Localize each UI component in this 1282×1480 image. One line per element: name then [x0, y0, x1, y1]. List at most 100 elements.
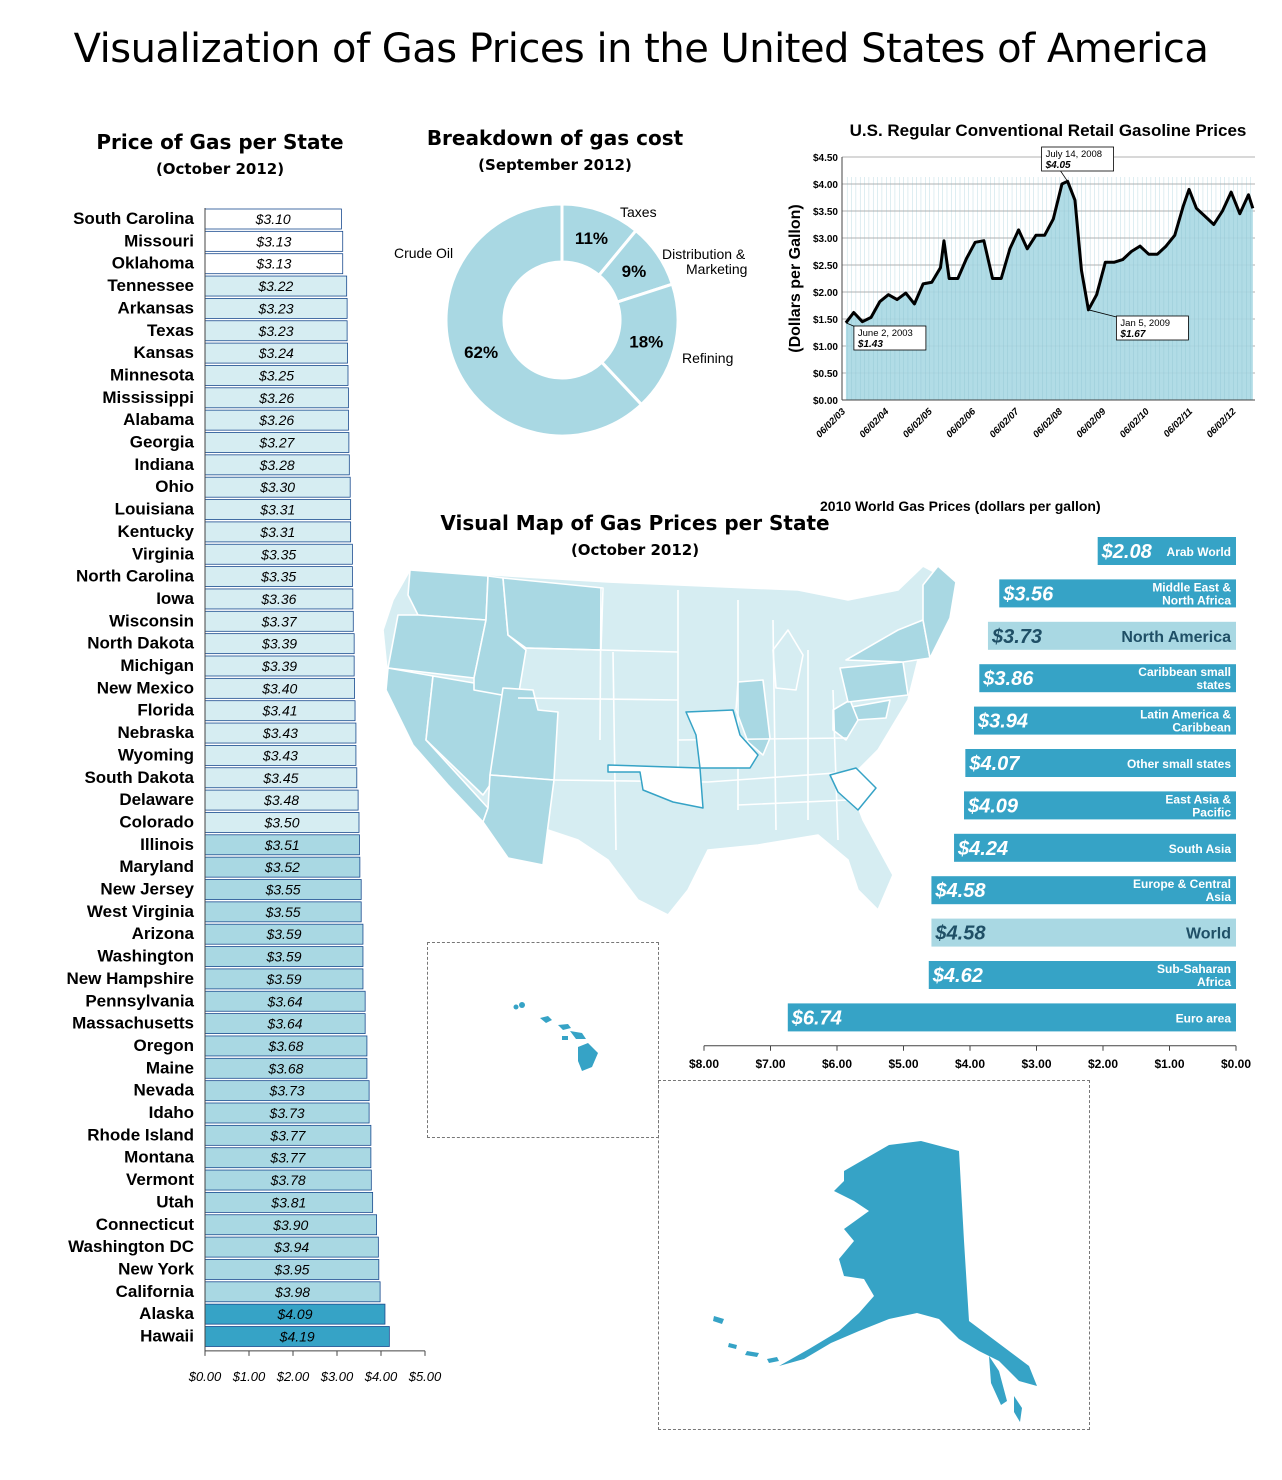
pennsylvania-state	[839, 661, 909, 703]
state-bar-value: $3.37	[261, 613, 298, 629]
state-label: Iowa	[156, 589, 194, 608]
pie-slice-label: 9%	[622, 262, 647, 281]
line-chart-x-tick-label: 06/02/09	[1074, 406, 1108, 440]
world-bar-value: $3.73	[991, 626, 1042, 648]
pie-legend-marketing: Marketing	[686, 261, 747, 277]
world-bar-label: South Asia	[1169, 842, 1232, 856]
pie-slice-label: 62%	[464, 343, 498, 362]
world-x-tick-label: $5.00	[888, 1057, 918, 1070]
line-chart-x-tick-label: 06/02/11	[1162, 406, 1195, 439]
world-bar-label: Euro area	[1176, 1011, 1232, 1025]
state-bar-value: $3.81	[270, 1194, 306, 1210]
state-label: Connecticut	[96, 1215, 195, 1234]
state-bar-value: $3.50	[263, 814, 299, 830]
state-bar-value: $3.41	[261, 703, 297, 719]
state-bar-value: $3.23	[258, 300, 294, 316]
annotation-box	[853, 325, 927, 351]
line-chart-y-tick-label: $1.50	[813, 315, 838, 326]
world-bar	[999, 579, 1236, 608]
pie-legend-taxes: Taxes	[620, 204, 657, 220]
state-bar-value: $3.78	[270, 1172, 306, 1188]
retail-price-chart: U.S. Regular Conventional Retail Gasolin…	[787, 121, 1255, 440]
line-chart-x-tick-label: 06/02/07	[988, 406, 1022, 440]
world-x-tick-label: $8.00	[689, 1057, 719, 1070]
world-bar	[965, 749, 1236, 777]
state-bar-value: $3.31	[259, 502, 295, 518]
map-subtitle: (October 2012)	[570, 541, 700, 559]
line-chart-y-tick-label: $3.00	[813, 234, 838, 245]
world-bar-value: $3.86	[982, 668, 1034, 690]
state-bar-value: $3.27	[258, 435, 295, 451]
state-price-chart: South Carolina $3.10 Missouri $3.13 Oklahoma…	[66, 208, 442, 1384]
line-chart-y-tick-label: $0.00	[813, 396, 838, 407]
line-chart-ylabel: (Dollars per Gallon)	[787, 204, 804, 352]
state-label: North Carolina	[76, 567, 195, 586]
state-label: New Jersey	[100, 880, 194, 899]
annotation-value: $1.43	[857, 339, 883, 350]
state-bar-value: $3.23	[258, 323, 294, 339]
state-label: Indiana	[134, 455, 194, 474]
line-chart-x-tick-label: 06/02/05	[901, 406, 935, 440]
world-x-tick-label: $7.00	[755, 1057, 785, 1070]
state-label: Virginia	[132, 544, 195, 563]
world-bar-label: Arab World	[1167, 545, 1231, 559]
world-bar-label: World	[1186, 926, 1231, 943]
pie-legend-crude: Crude Oil	[394, 245, 453, 261]
arizona-state	[482, 774, 555, 866]
line-chart-area	[845, 181, 1253, 400]
world-bar-value: $3.94	[977, 711, 1028, 733]
missouri-state	[685, 709, 759, 769]
state-label: Mississippi	[102, 388, 194, 407]
state-label: Kansas	[134, 343, 194, 362]
world-bar-value: $4.24	[957, 838, 1008, 860]
state-label: Oklahoma	[112, 254, 195, 273]
state-label: Massachusetts	[72, 1014, 194, 1033]
line-chart-y-tick-label: $3.50	[813, 207, 838, 218]
annotation-box	[1116, 315, 1189, 341]
state-label: Arkansas	[117, 298, 194, 317]
world-bar	[987, 621, 1236, 650]
state-label: Vermont	[126, 1170, 194, 1189]
state-label: Texas	[147, 321, 194, 340]
state-bar-value: $3.59	[265, 971, 301, 987]
line-chart-y-tick-label: $2.00	[813, 288, 838, 299]
state-label: Montana	[124, 1148, 194, 1167]
state-bar-value: $3.64	[267, 993, 303, 1009]
state-label: Washington DC	[68, 1237, 194, 1256]
south-carolina-state	[829, 767, 877, 811]
state-label: Arizona	[132, 924, 195, 943]
world-bar-label-line2: Africa	[1197, 975, 1231, 989]
state-label: Minnesota	[110, 365, 195, 384]
world-bar-value: $4.58	[934, 923, 986, 945]
world-bar-label: Caribbean small	[1138, 665, 1231, 679]
world-x-tick-label: $4.00	[955, 1057, 985, 1070]
state-label: Delaware	[119, 790, 194, 809]
world-x-tick-label: $3.00	[1021, 1057, 1051, 1070]
world-bar-label-line2: Caribbean	[1172, 721, 1231, 735]
world-price-chart: $2.08 Arab World$3.56 Middle East &North A…	[689, 537, 1251, 1070]
world-bar-value: $4.07	[968, 753, 1020, 775]
world-bar-label: East Asia &	[1165, 792, 1231, 806]
world-bar-label: Sub-Saharan	[1157, 962, 1231, 976]
world-bar-value: $6.74	[791, 1007, 842, 1029]
state-label: Alaska	[139, 1304, 194, 1323]
alaska-inset	[658, 1080, 1090, 1430]
state-label: Idaho	[149, 1103, 194, 1122]
washington-state	[407, 569, 489, 621]
state-bar-value: $3.39	[261, 636, 297, 652]
world-bar-value: $4.62	[932, 965, 983, 987]
state-bar-value: $3.59	[265, 926, 301, 942]
state-bar-value: $3.95	[273, 1261, 309, 1277]
state-label: Michigan	[120, 656, 194, 675]
state-label: Alabama	[123, 410, 194, 429]
state-label: Rhode Island	[87, 1125, 194, 1144]
us-map	[382, 565, 957, 916]
state-x-tick-label: $1.00	[232, 1369, 266, 1384]
state-label: Illinois	[140, 835, 194, 854]
state-bar-value: $4.19	[279, 1329, 315, 1345]
state-label: Wisconsin	[109, 611, 194, 630]
state-chart-subtitle: (October 2012)	[155, 160, 285, 178]
state-label: Ohio	[155, 477, 194, 496]
state-label: North Dakota	[87, 634, 194, 653]
state-bar-value: $3.10	[255, 211, 291, 227]
